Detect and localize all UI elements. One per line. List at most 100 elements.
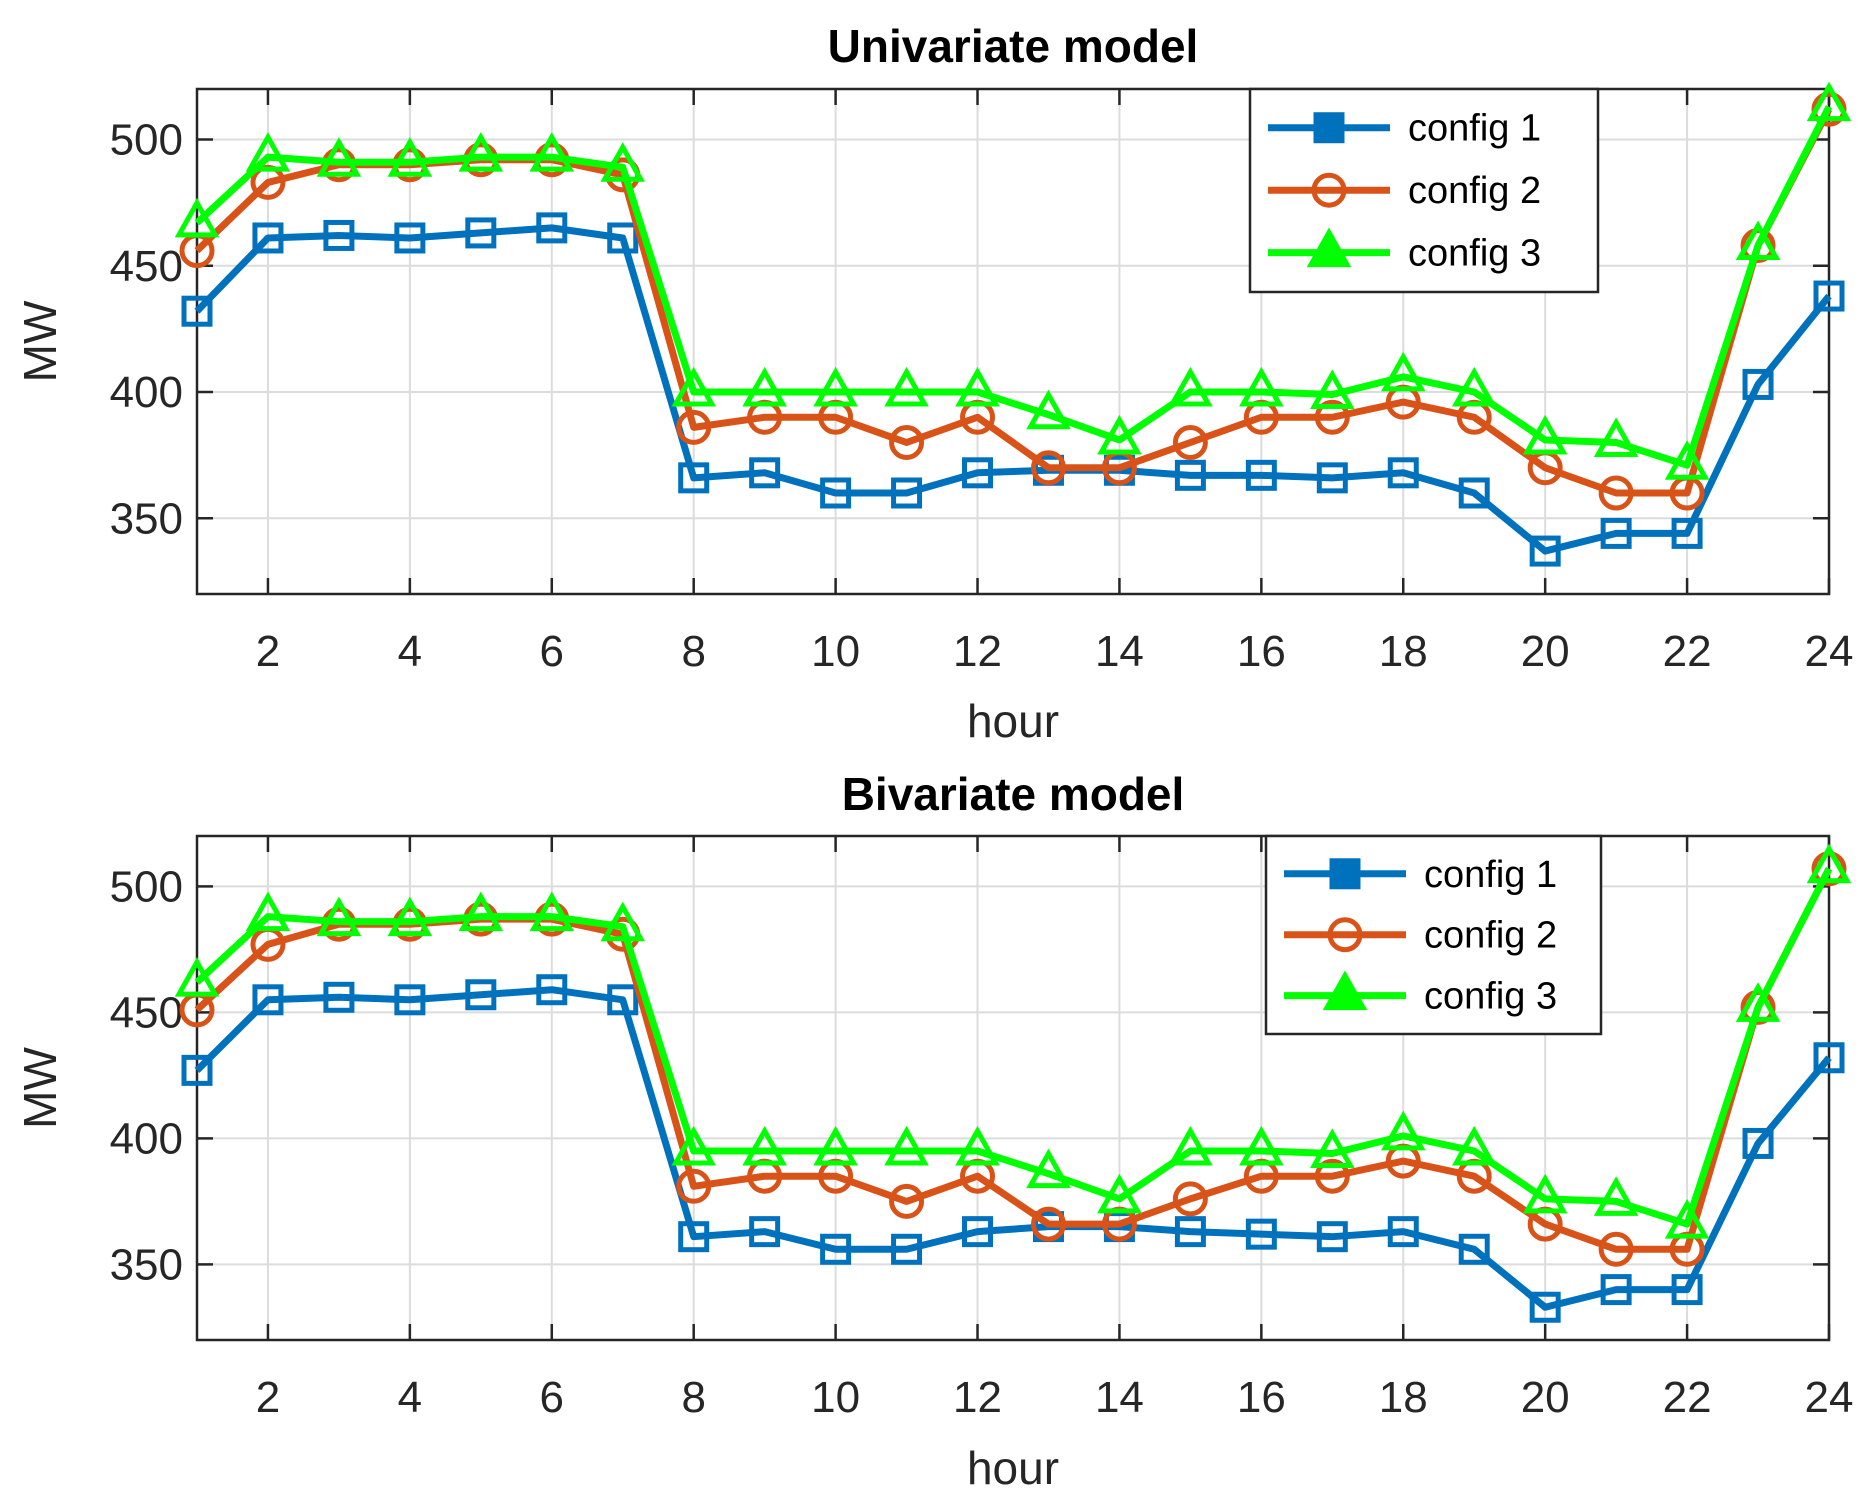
x-tick-label: 4: [398, 1373, 422, 1422]
x-tick-label: 12: [953, 1373, 1002, 1422]
data-point: [1451, 1125, 1497, 1166]
data-point: [1310, 369, 1355, 410]
data-point: [1671, 517, 1703, 549]
data-point: [1593, 417, 1639, 457]
y-tick-label: 500: [110, 862, 183, 911]
data-point: [181, 295, 213, 327]
data-point: [1314, 399, 1350, 435]
series-config-3: [174, 843, 1852, 1239]
data-point: [676, 1168, 712, 1204]
legend-label: config 3: [1424, 976, 1557, 1018]
data-point: [749, 457, 781, 489]
data-point: [820, 477, 852, 509]
series-config-1: [181, 212, 1845, 567]
data-point: [676, 409, 712, 445]
x-tick-label: 22: [1663, 627, 1712, 676]
data-point: [749, 1216, 781, 1248]
x-tick-label: 20: [1521, 627, 1570, 676]
legend-marker: [1322, 970, 1368, 1011]
x-tick-label: 20: [1521, 1373, 1570, 1422]
x-tick-label: 18: [1379, 1373, 1428, 1422]
data-point: [1030, 450, 1066, 486]
axes-box: [195, 834, 1831, 1342]
data-point: [174, 197, 220, 238]
legend-label: config 3: [1408, 233, 1541, 275]
data-point: [671, 366, 716, 407]
data-point: [891, 1233, 923, 1265]
data-point: [1529, 1291, 1561, 1323]
chart-title: Univariate model: [828, 20, 1199, 72]
data-point: [813, 366, 858, 407]
data-point: [1172, 425, 1208, 460]
data-point: [1735, 982, 1781, 1022]
legend-marker: [1311, 172, 1347, 208]
data-point: [1239, 366, 1284, 407]
data-point: [1664, 440, 1710, 480]
data-point: [820, 1233, 852, 1265]
data-point: [1316, 1221, 1348, 1253]
data-point: [813, 1125, 858, 1166]
data-point: [1380, 1110, 1426, 1151]
data-point: [600, 901, 646, 942]
data-point: [458, 891, 504, 932]
data-point: [316, 137, 362, 177]
data-point: [1387, 1216, 1419, 1248]
data-point: [465, 979, 497, 1011]
y-tick-label: 350: [110, 494, 183, 543]
data-point: [536, 212, 568, 244]
data-point: [607, 984, 639, 1016]
data-point: [955, 1125, 1000, 1166]
data-point: [1813, 280, 1845, 312]
data-point: [1310, 1128, 1355, 1169]
data-point: [536, 974, 568, 1006]
data-point: [1245, 1218, 1277, 1250]
data-point: [1097, 1173, 1142, 1214]
data-point: [1806, 843, 1852, 884]
legend-label: config 2: [1408, 170, 1541, 212]
data-point: [1593, 1176, 1639, 1216]
y-axis-label: MW: [14, 1047, 66, 1129]
x-tick-label: 12: [953, 627, 1002, 676]
data-point: [1174, 1216, 1206, 1248]
x-tick-label: 4: [398, 627, 422, 676]
x-tick-label: 2: [256, 627, 280, 676]
data-point: [1458, 477, 1490, 509]
data-point: [1380, 351, 1426, 392]
y-tick-label: 350: [110, 1240, 183, 1289]
data-point: [1172, 1181, 1208, 1217]
x-tick-label: 22: [1663, 1373, 1712, 1422]
data-point: [1671, 1274, 1703, 1306]
data-point: [394, 984, 426, 1016]
data-point: [742, 366, 787, 407]
data-point: [458, 132, 504, 172]
x-tick-label: 6: [540, 1373, 564, 1422]
data-point: [1529, 535, 1561, 567]
data-point: [1522, 414, 1568, 455]
data-point: [1664, 1198, 1710, 1239]
x-tick-label: 24: [1805, 627, 1854, 676]
x-tick-label: 8: [681, 1373, 705, 1422]
data-point: [465, 217, 497, 249]
x-tick-label: 18: [1379, 627, 1428, 676]
chart-title: Bivariate model: [842, 768, 1185, 820]
data-point: [323, 219, 355, 251]
x-tick-label: 10: [811, 1373, 860, 1422]
legend-marker: [1306, 227, 1352, 268]
data-point: [889, 425, 925, 460]
data-point: [1600, 517, 1632, 549]
y-tick-label: 450: [110, 242, 183, 291]
x-axis-label: hour: [967, 695, 1059, 747]
y-tick-label: 450: [110, 988, 183, 1037]
data-point: [671, 1125, 716, 1166]
legend-label: config 1: [1408, 108, 1541, 150]
data-point: [1168, 1125, 1213, 1166]
data-point: [529, 891, 575, 932]
data-point: [181, 1054, 213, 1086]
legend-marker: [1313, 112, 1345, 144]
data-point: [1314, 1158, 1350, 1194]
data-point: [1026, 389, 1071, 430]
data-point: [1813, 1042, 1845, 1074]
data-point: [1522, 1173, 1568, 1214]
data-point: [529, 132, 575, 172]
legend: config 1 config 2 config 3: [1248, 87, 1600, 294]
